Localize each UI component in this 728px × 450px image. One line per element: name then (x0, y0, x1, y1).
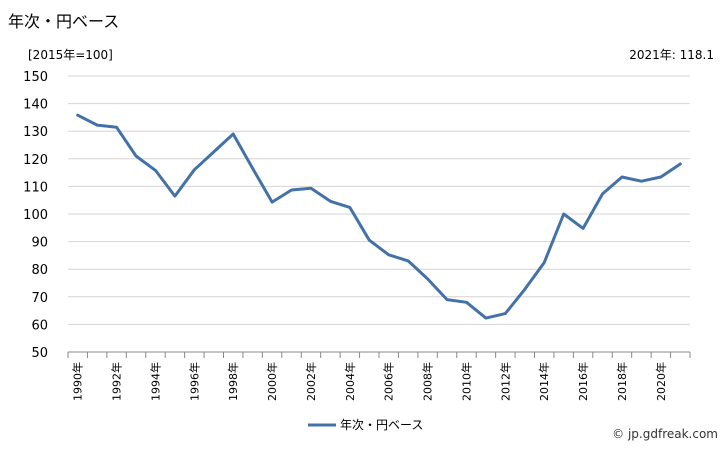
series-line-0 (76, 113, 682, 320)
data-point-1997 (212, 150, 215, 154)
data-point-2005 (368, 239, 371, 242)
x-tick-label-2020: 2020年 (654, 362, 668, 401)
x-tick-label-1994: 1994年 (148, 362, 162, 401)
y-tick-label-150: 150 (23, 70, 48, 85)
x-tick-label-2016: 2016年 (576, 362, 590, 401)
data-point-1999 (251, 167, 254, 170)
legend: 年次・円ベース (308, 418, 423, 432)
data-point-1995 (173, 194, 177, 198)
x-tick-label-2018: 2018年 (615, 362, 629, 401)
data-point-2006 (387, 253, 390, 257)
x-tick-label-2012: 2012年 (498, 362, 512, 401)
y-tick-label-110: 110 (23, 180, 48, 195)
y-tick-label-80: 80 (31, 263, 48, 278)
x-tick-label-2008: 2008年 (421, 362, 435, 401)
data-point-1993 (134, 154, 138, 158)
chart-title: 年次・円ベース (8, 12, 120, 31)
y-tick-label-100: 100 (23, 208, 48, 223)
data-point-2012 (504, 312, 507, 315)
x-tick-label-1998: 1998年 (226, 362, 240, 401)
series-group (76, 113, 682, 320)
gridlines (68, 75, 690, 353)
data-point-2003 (329, 200, 332, 203)
x-tick-label-2002: 2002年 (304, 362, 318, 401)
data-point-2016 (581, 227, 585, 230)
data-point-1998 (232, 132, 235, 136)
y-tick-label-90: 90 (31, 236, 48, 251)
y-tick-label-50: 50 (31, 346, 48, 361)
data-point-2021 (679, 162, 682, 166)
legend-label: 年次・円ベース (340, 418, 423, 432)
credit-text: © jp.gdfreak.com (612, 427, 718, 441)
data-point-2009 (445, 298, 449, 301)
data-point-2001 (290, 188, 293, 192)
y-tick-label-70: 70 (31, 291, 48, 306)
data-point-2010 (465, 301, 468, 304)
data-point-1990 (76, 113, 79, 117)
unit-label: [2015年=100] (28, 48, 113, 62)
x-tick-label-2010: 2010年 (459, 362, 473, 401)
y-tick-label-140: 140 (23, 98, 48, 113)
data-point-2017 (601, 192, 604, 196)
x-tick-label-2004: 2004年 (343, 362, 357, 401)
y-axis-ticks: 50 60 70 80 90 100 110 120 130 140 150 (23, 70, 48, 361)
data-point-2014 (543, 261, 546, 264)
data-point-2011 (484, 316, 488, 320)
data-point-2000 (270, 200, 274, 204)
y-tick-label-120: 120 (23, 153, 48, 168)
x-tick-label-2006: 2006年 (382, 362, 396, 401)
latest-value-label: 2021年: 118.1 (629, 48, 714, 62)
x-tick-label-1996: 1996年 (187, 362, 201, 401)
data-point-1996 (193, 168, 196, 172)
data-point-2015 (562, 212, 565, 216)
y-tick-label-130: 130 (23, 125, 48, 140)
data-point-2018 (620, 175, 624, 179)
data-point-1991 (95, 123, 99, 127)
x-tick-label-2000: 2000年 (265, 362, 279, 401)
x-tick-label-1990: 1990年 (71, 362, 85, 401)
data-point-1992 (115, 126, 118, 129)
x-axis: 1990年 1992年 1994年 1996年 1998年 2000年 2002年 2004年… (67, 351, 691, 401)
data-point-2002 (309, 187, 313, 190)
data-point-2004 (348, 206, 352, 209)
data-point-2020 (659, 175, 663, 179)
data-point-2007 (406, 259, 410, 263)
data-point-1994 (154, 169, 157, 172)
data-point-2019 (640, 179, 643, 183)
data-point-2013 (523, 288, 526, 291)
x-tick-label-2014: 2014年 (537, 362, 551, 401)
data-point-2008 (426, 277, 429, 281)
x-tick-label-1992: 1992年 (110, 362, 124, 401)
y-tick-label-60: 60 (31, 318, 48, 333)
